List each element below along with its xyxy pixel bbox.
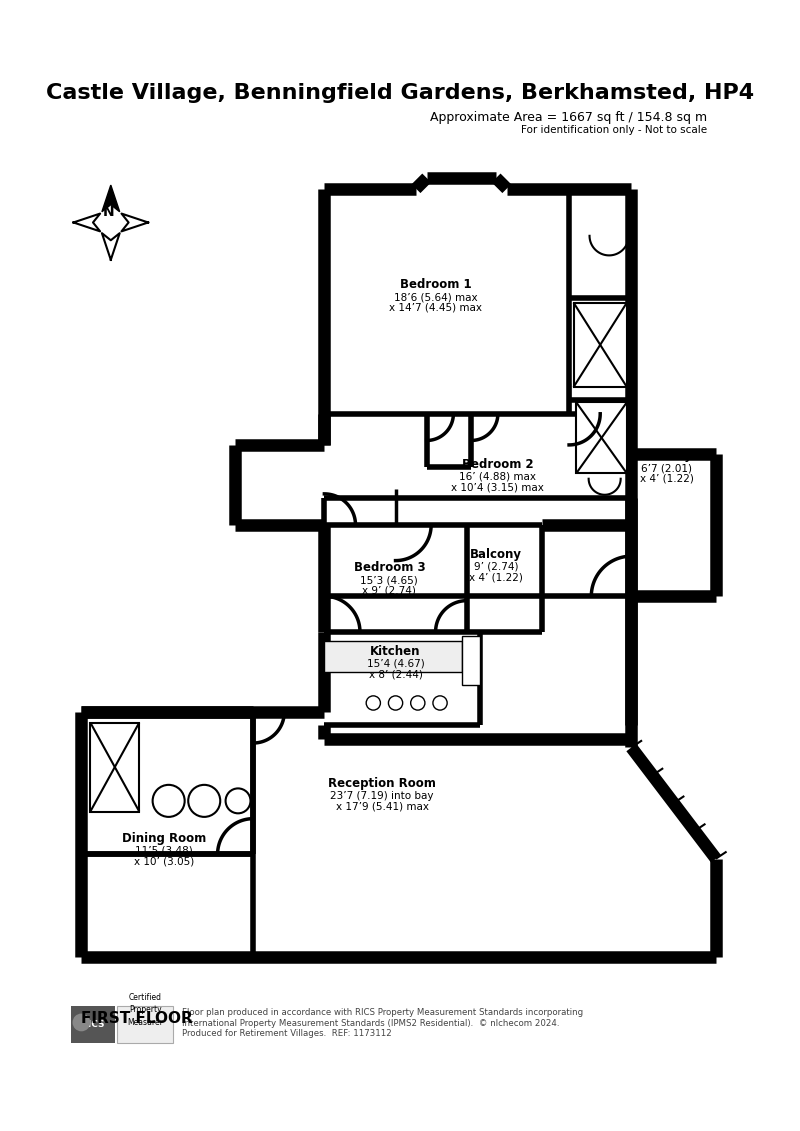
Text: x 17’9 (5.41) max: x 17’9 (5.41) max	[336, 801, 429, 811]
Bar	[117, 1005, 173, 1043]
Text: Certified
Property
Measurer: Certified Property Measurer	[127, 993, 163, 1027]
Bar	[462, 637, 480, 685]
Text: Dining Room: Dining Room	[122, 831, 206, 845]
Text: Bedroom 2: Bedroom 2	[462, 458, 534, 470]
Polygon shape	[102, 185, 120, 211]
Text: Kitchen: Kitchen	[370, 645, 421, 658]
Text: Reception Room: Reception Room	[328, 777, 436, 789]
Text: x 9’ (2.74): x 9’ (2.74)	[362, 586, 416, 596]
Bar	[70, 1005, 115, 1043]
Text: 15’3 (4.65): 15’3 (4.65)	[361, 576, 418, 585]
Text: Bedroom 3: Bedroom 3	[354, 561, 425, 575]
Text: x 4’ (1.22): x 4’ (1.22)	[469, 572, 523, 582]
Polygon shape	[102, 233, 120, 260]
Polygon shape	[122, 214, 148, 232]
Text: Floor plan produced in accordance with RICS Property Measurement Standards incor: Floor plan produced in accordance with R…	[182, 1008, 583, 1038]
Text: 11’5 (3.48): 11’5 (3.48)	[135, 846, 193, 856]
Text: N: N	[103, 205, 115, 218]
Bar	[90, 723, 139, 812]
Text: x 14’7 (4.45) max: x 14’7 (4.45) max	[389, 303, 482, 313]
Text: 15’4 (4.67): 15’4 (4.67)	[366, 659, 425, 668]
Bar	[324, 640, 462, 672]
Polygon shape	[324, 178, 631, 414]
Text: RICS: RICS	[82, 1020, 105, 1029]
Text: x 4’ (1.22): x 4’ (1.22)	[640, 474, 694, 484]
Text: Castle Village, Benningfield Gardens, Berkhamsted, HP4: Castle Village, Benningfield Gardens, Be…	[46, 84, 754, 103]
Text: FIRST FLOOR: FIRST FLOOR	[82, 1011, 193, 1026]
Text: Balcony: Balcony	[470, 547, 522, 561]
Bar	[576, 403, 627, 474]
Text: x 10’4 (3.15) max: x 10’4 (3.15) max	[451, 483, 544, 493]
Circle shape	[73, 1013, 90, 1031]
Text: 9’ (2.74): 9’ (2.74)	[474, 562, 518, 572]
Polygon shape	[74, 214, 100, 232]
Text: 18’6 (5.64) max: 18’6 (5.64) max	[394, 292, 478, 302]
Text: Balcony: Balcony	[641, 449, 693, 463]
Text: Bedroom 1: Bedroom 1	[400, 278, 471, 292]
Text: For identification only - Not to scale: For identification only - Not to scale	[521, 124, 707, 135]
Text: 6’7 (2.01): 6’7 (2.01)	[642, 463, 693, 473]
Text: x 10’ (3.05): x 10’ (3.05)	[134, 856, 194, 866]
Text: 23’7 (7.19) into bay: 23’7 (7.19) into bay	[330, 791, 434, 801]
Text: x 8’ (2.44): x 8’ (2.44)	[369, 670, 422, 680]
Text: Approximate Area = 1667 sq ft / 154.8 sq m: Approximate Area = 1667 sq ft / 154.8 sq…	[430, 111, 707, 124]
Text: 16’ (4.88) max: 16’ (4.88) max	[459, 472, 536, 482]
Bar	[574, 303, 627, 387]
